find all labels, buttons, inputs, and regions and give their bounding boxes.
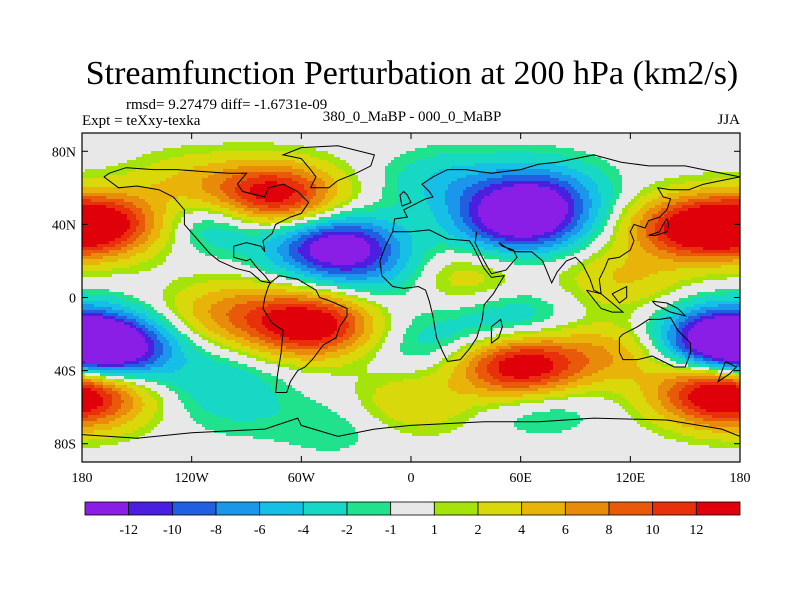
stats-label: rmsd= 9.27479 diff= -1.6731e-09 — [126, 97, 327, 113]
streamfunction-figure: Streamfunction Perturbation at 200 hPa (… — [0, 0, 800, 600]
experiment-label: Expt = teXxy-texka — [82, 113, 201, 129]
comparison-label: 380_0_MaBP - 000_0_MaBP — [323, 109, 502, 125]
chart-title: Streamfunction Perturbation at 200 hPa (… — [86, 55, 739, 92]
contour-field — [82, 133, 743, 464]
season-label: JJA — [717, 112, 740, 128]
